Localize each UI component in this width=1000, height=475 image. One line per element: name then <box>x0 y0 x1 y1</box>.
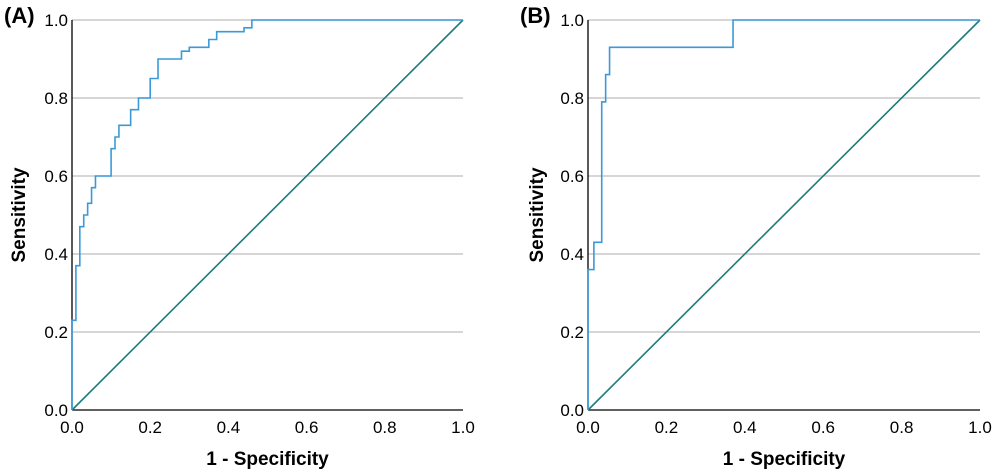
y-tick-label: 0.4 <box>44 245 68 264</box>
y-tick-label: 1.0 <box>44 11 68 30</box>
panel-a: (A) 0.0 0.2 0.4 0.6 0.8 1.0 0.0 0.2 0.4 0.6 0.8 1.0 1… <box>4 3 475 470</box>
panel-b: (B) 0.0 0.2 0.4 0.6 0.8 1.0 0.0 0.2 0.4 0.6 0.8 1.0 1… <box>520 3 992 470</box>
y-tick-label: 0.6 <box>560 167 584 186</box>
x-tick-label: 0.2 <box>655 418 679 437</box>
x-axis-title: 1 - Specificity <box>723 449 846 470</box>
y-axis-title: Sensitivity <box>527 167 548 262</box>
x-tick-label: 0.4 <box>217 418 241 437</box>
x-tick-label: 0.0 <box>576 418 600 437</box>
x-tick-label: 0.6 <box>295 418 319 437</box>
x-axis-title: 1 - Specificity <box>206 449 329 470</box>
y-tick-label: 0.2 <box>44 323 68 342</box>
x-tick-label: 0.8 <box>890 418 914 437</box>
x-tick-label: 0.2 <box>138 418 162 437</box>
y-tick-label: 0.8 <box>44 89 68 108</box>
roc-curve-line <box>71 19 463 410</box>
y-tick-label: 0.2 <box>560 323 584 342</box>
x-tick-label: 0.6 <box>811 418 835 437</box>
x-tick-label: 1.0 <box>968 418 992 437</box>
y-tick-label: 0.0 <box>560 401 584 420</box>
x-tick-label: 1.0 <box>451 418 475 437</box>
panel-label-a: (A) <box>4 3 35 28</box>
y-tick-label: 0.0 <box>44 401 68 420</box>
y-axis-title: Sensitivity <box>9 167 30 262</box>
y-tick-label: 0.6 <box>44 167 68 186</box>
y-tick-label: 0.4 <box>560 245 584 264</box>
x-tick-label: 0.4 <box>733 418 757 437</box>
panel-label-b: (B) <box>520 3 551 28</box>
reference-diagonal-line <box>587 19 981 411</box>
roc-curve-line <box>587 19 980 410</box>
reference-diagonal-line <box>71 19 464 411</box>
x-tick-label: 0.0 <box>60 418 84 437</box>
x-tick-label: 0.8 <box>373 418 397 437</box>
y-tick-label: 1.0 <box>560 11 584 30</box>
y-tick-label: 0.8 <box>560 89 584 108</box>
